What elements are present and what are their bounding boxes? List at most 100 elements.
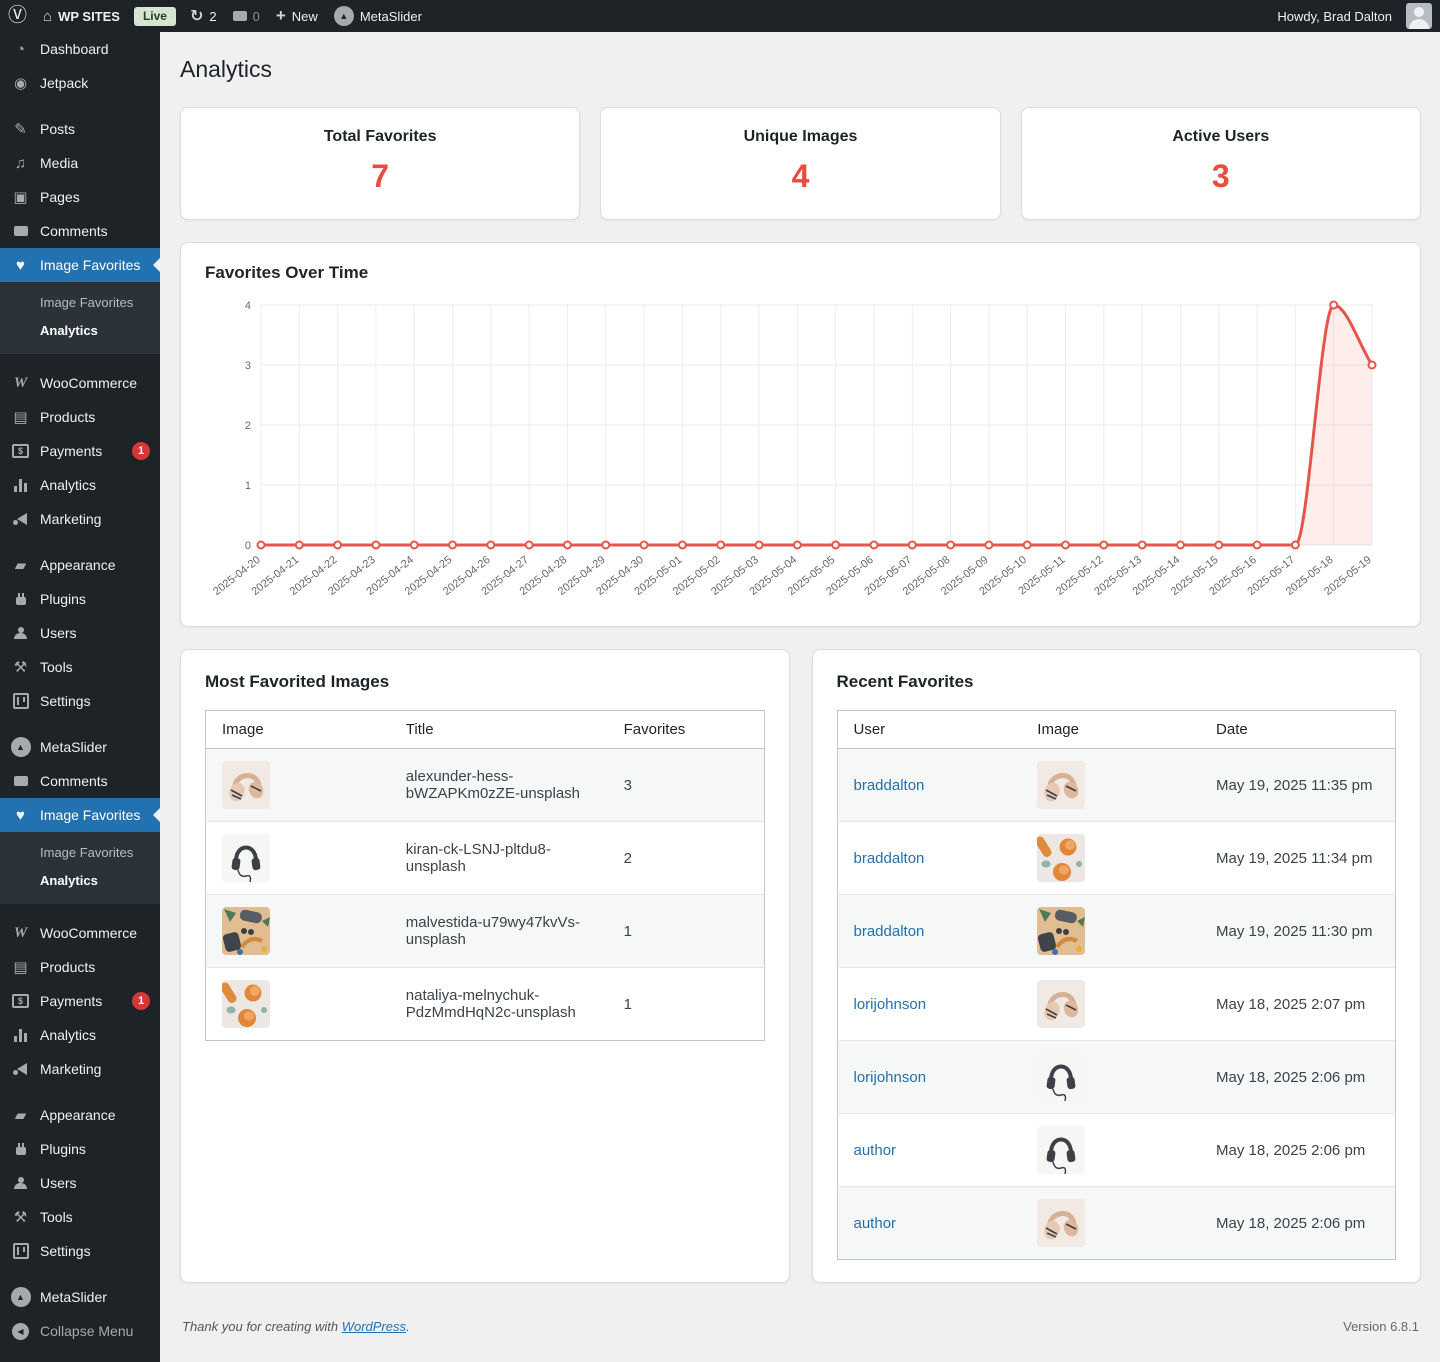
sidebar-item-tools[interactable]: ⚒ Tools [0, 650, 160, 684]
sidebar-item-label: Plugins [40, 591, 86, 607]
plugins-icon [10, 1143, 31, 1155]
sidebar-item-plugins[interactable]: Plugins [0, 1132, 160, 1166]
sidebar-item-plugins[interactable]: Plugins [0, 582, 160, 616]
sidebar-item-label: Analytics [40, 1027, 97, 1043]
sidebar-item-label: Image Favorites [40, 257, 141, 273]
site-name-link[interactable]: ⌂ WP SITES [35, 0, 128, 32]
table-row: lorijohnson May 18, 2025 2:07 pm [837, 967, 1396, 1041]
user-link-author[interactable]: author [853, 1141, 897, 1159]
sidebar-item-pages[interactable]: ▣ Pages [0, 180, 160, 214]
sidebar-subitem-image-favorites[interactable]: Image Favorites [40, 845, 134, 860]
recent-favorites-title: Recent Favorites [836, 672, 974, 691]
appearance-icon: ▰ [14, 1106, 27, 1124]
sidebar-item-jetpack[interactable]: ◉ Jetpack [0, 66, 160, 100]
sidebar-item-metaslider[interactable]: ▲ MetaSlider [0, 1280, 160, 1314]
sidebar-item-users[interactable]: Users [0, 1166, 160, 1200]
sidebar-item-products[interactable]: ▤ Products [0, 950, 160, 984]
sidebar-subitem-analytics[interactable]: Analytics [40, 323, 98, 338]
sidebar-item-settings[interactable]: Settings [0, 684, 160, 718]
settings-icon [10, 1243, 31, 1259]
sidebar-item-appearance[interactable]: ▰ Appearance [0, 548, 160, 582]
tools-icon: ⚒ [13, 1208, 28, 1226]
sidebar-item-marketing[interactable]: Marketing [0, 502, 160, 536]
account-menu[interactable]: Howdy, Brad Dalton [1269, 0, 1440, 32]
column-header-user: User [837, 710, 1022, 749]
comments-count: 0 [252, 8, 260, 24]
wordpress-logo-button[interactable]: Ⓥ [0, 0, 35, 32]
comments-icon [10, 776, 31, 786]
admin-bar: Ⓥ ⌂ WP SITES Live ↻ 2 0 + New ▲ MetaSlider H… [0, 0, 1440, 32]
footer-thanks: Thank you for creating with WordPress. [182, 1319, 410, 1334]
favorite-date: May 19, 2025 11:35 pm [1200, 748, 1396, 822]
user-link-lorijohnson[interactable]: lorijohnson [853, 995, 927, 1013]
woocommerce-icon: W [13, 374, 28, 391]
updates-button[interactable]: ↻ 2 [182, 0, 225, 32]
new-content-button[interactable]: + New [268, 0, 326, 32]
column-header-image: Image [205, 710, 390, 749]
most-favorited-title: Most Favorited Images [205, 672, 390, 691]
sidebar-item-collapse-menu[interactable]: ◀ Collapse Menu [0, 1314, 160, 1348]
wordpress-link[interactable]: WordPress [341, 1319, 406, 1334]
sidebar-item-analytics[interactable]: Analytics [0, 468, 160, 502]
most-favorited-table: Image Title Favorites alexunder-hess-bWZAP… [205, 710, 765, 1041]
sidebar-item-label: Tools [40, 1209, 73, 1225]
sidebar-item-products[interactable]: ▤ Products [0, 400, 160, 434]
sidebar-subitem-image-favorites[interactable]: Image Favorites [40, 295, 134, 310]
sidebar-item-comments[interactable]: Comments [0, 764, 160, 798]
stat-card-active-users: Active Users 3 [1020, 107, 1421, 220]
table-row: lorijohnson May 18, 2025 2:06 pm [837, 1040, 1396, 1114]
user-link-braddalton[interactable]: braddalton [853, 849, 925, 867]
sidebar-item-woocommerce[interactable]: W WooCommerce [0, 366, 160, 400]
favorite-date: May 19, 2025 11:30 pm [1200, 894, 1396, 968]
main-content: Analytics Total Favorites 7 Unique Images 4… [160, 32, 1440, 1362]
sidebar-item-tools[interactable]: ⚒ Tools [0, 1200, 160, 1234]
user-link-lorijohnson[interactable]: lorijohnson [853, 1068, 927, 1086]
sidebar-item-media[interactable]: ♫ Media [0, 146, 160, 180]
sidebar-item-image-favorites[interactable]: ♥ Image Favorites [0, 798, 160, 832]
sidebar-item-marketing[interactable]: Marketing [0, 1052, 160, 1086]
stat-value: 4 [791, 158, 810, 194]
sidebar-item-posts[interactable]: ✎ Posts [0, 112, 160, 146]
menu-separator [0, 718, 160, 730]
sidebar-item-users[interactable]: Users [0, 616, 160, 650]
payments-badge: 1 [132, 992, 150, 1010]
user-link-braddalton[interactable]: braddalton [853, 922, 925, 940]
user-link-author[interactable]: author [853, 1214, 897, 1232]
sidebar-item-label: Settings [40, 1243, 91, 1259]
sidebar-item-payments[interactable]: $ Payments 1 [0, 434, 160, 468]
recent-favorites-card: Recent Favorites User Image Date braddalto… [811, 649, 1421, 1283]
image-thumbnail-headphones-black [1037, 1053, 1086, 1101]
table-row: braddalton May 19, 2025 11:35 pm [837, 748, 1396, 822]
image-thumbnail-oranges [1037, 834, 1086, 882]
table-row: kiran-ck-LSNJ-pltdu8-unsplash 2 [205, 821, 764, 895]
svg-text:3: 3 [245, 360, 251, 372]
recent-favorites-table: User Image Date braddalton May 19, 2025 11… [836, 710, 1396, 1260]
image-thumbnail-headphones-black [1037, 1126, 1086, 1174]
toolbar-comments-button[interactable]: 0 [225, 0, 268, 32]
image-thumbnail-headphones-tan [1037, 1199, 1086, 1247]
sidebar-item-analytics[interactable]: Analytics [0, 1018, 160, 1052]
footer: Thank you for creating with WordPress. V… [180, 1283, 1421, 1346]
sidebar-subitem-analytics[interactable]: Analytics [40, 873, 98, 888]
plus-icon: + [275, 6, 286, 25]
sidebar-item-image-favorites[interactable]: ♥ Image Favorites [0, 248, 160, 282]
sidebar-item-appearance[interactable]: ▰ Appearance [0, 1098, 160, 1132]
image-title: alexunder-hess-bWZAPKm0zZE-unsplash [389, 748, 608, 822]
user-link-braddalton[interactable]: braddalton [853, 776, 925, 794]
sidebar-item-payments[interactable]: $ Payments 1 [0, 984, 160, 1018]
column-header-image: Image [1021, 710, 1201, 749]
sidebar-item-label: Pages [40, 189, 80, 205]
sidebar-item-label: Collapse Menu [40, 1323, 134, 1339]
sidebar-item-woocommerce[interactable]: W WooCommerce [0, 916, 160, 950]
menu-separator [0, 1268, 160, 1280]
sidebar-item-comments[interactable]: Comments [0, 214, 160, 248]
sidebar-item-dashboard[interactable]: ◔ Dashboard [0, 32, 160, 66]
sidebar-item-label: Dashboard [40, 41, 109, 57]
home-icon: ⌂ [43, 7, 53, 25]
sidebar-item-metaslider[interactable]: ▲ MetaSlider [0, 730, 160, 764]
users-icon [10, 627, 31, 639]
stat-value: 7 [371, 158, 390, 194]
metaslider-toolbar-item[interactable]: ▲ MetaSlider [326, 0, 430, 32]
sidebar-item-settings[interactable]: Settings [0, 1234, 160, 1268]
favorite-date: May 18, 2025 2:06 pm [1216, 1214, 1366, 1232]
